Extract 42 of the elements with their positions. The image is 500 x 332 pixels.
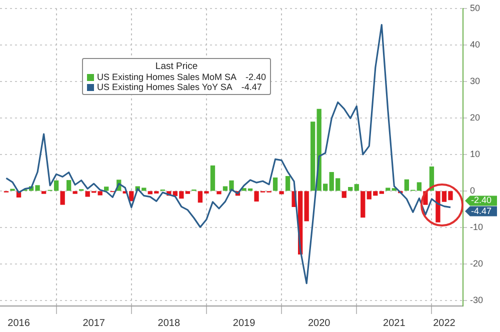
y-tick-label: 50	[470, 2, 480, 13]
x-tick-label: 2022	[433, 318, 456, 329]
bar	[392, 188, 396, 191]
x-tick-label: 2018	[158, 318, 180, 329]
y-tick-label: 20	[470, 112, 480, 122]
annotation: -4.47	[241, 82, 262, 92]
x-tick-label: 2021	[383, 318, 406, 329]
y-tick-label: 30	[470, 76, 480, 86]
y-tick-label: -20	[470, 258, 484, 268]
x-tick-label: 2019	[232, 318, 256, 329]
bar	[60, 191, 65, 205]
bar	[379, 191, 384, 194]
bar	[279, 191, 284, 194]
bar	[360, 191, 366, 218]
bar	[285, 176, 290, 191]
legend-title: Last Price	[154, 61, 199, 72]
x-tick-label: 2017	[82, 318, 106, 329]
bar	[348, 186, 353, 191]
y-tick-label: -10	[470, 222, 484, 232]
bar	[98, 191, 102, 196]
y-tick-label: 10	[470, 148, 480, 159]
bar	[41, 191, 46, 194]
annotation: -2.40	[246, 72, 266, 82]
text: -4.47	[470, 206, 492, 216]
y-tick-label: -30	[470, 295, 484, 306]
bar	[216, 191, 222, 194]
x-tick-label: 2020	[308, 318, 331, 329]
bar	[272, 178, 278, 191]
text: -2.40	[470, 195, 492, 206]
bar	[310, 122, 316, 191]
bar	[210, 165, 216, 191]
bar	[342, 191, 346, 198]
y-tick-label: 0	[470, 185, 476, 196]
x-tick-label: 2016	[8, 318, 30, 329]
bar	[354, 184, 359, 191]
y-tick-label: 40	[470, 39, 480, 50]
legend-label: US Existing Homes Sales MoM SA	[97, 72, 237, 82]
bar	[386, 188, 390, 191]
bar	[72, 191, 78, 194]
bar	[66, 180, 72, 191]
legend-label: US Existing Homes Sales YoY SA	[97, 82, 232, 92]
bar	[104, 186, 109, 191]
